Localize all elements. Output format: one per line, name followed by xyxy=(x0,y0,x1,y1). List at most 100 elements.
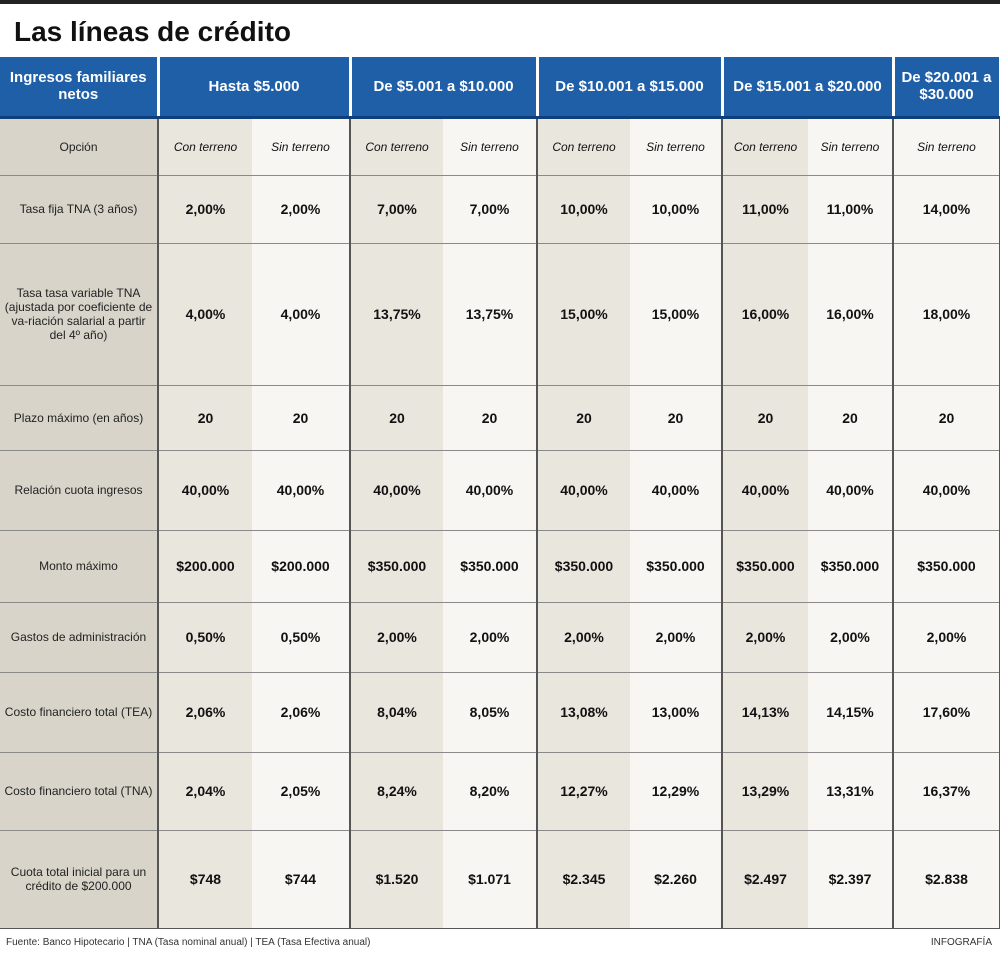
cell: 40,00% xyxy=(350,450,443,531)
cell: 17,60% xyxy=(893,672,1000,753)
header-cell: Hasta $5.000 xyxy=(158,57,352,119)
cell: 11,00% xyxy=(808,175,894,244)
cell: $748 xyxy=(158,830,252,929)
table-row: Gastos de administración 0,50% 0,50% 2,00% 2… xyxy=(0,602,1000,673)
cell: 16,00% xyxy=(808,243,894,386)
cell: $2.260 xyxy=(630,830,723,929)
cell: Sin terreno xyxy=(630,117,723,176)
cell: 10,00% xyxy=(630,175,723,244)
cell: 4,00% xyxy=(158,243,252,386)
cell: $1.520 xyxy=(350,830,443,929)
cell: 20 xyxy=(630,385,723,451)
row-label: Relación cuota ingresos xyxy=(0,450,159,531)
cell: 7,00% xyxy=(443,175,538,244)
table-row: Opción Con terreno Sin terreno Con terreno S… xyxy=(0,117,1000,176)
cell: Con terreno xyxy=(722,117,808,176)
cell: Sin terreno xyxy=(252,117,351,176)
cell: 2,00% xyxy=(722,602,808,673)
credit: INFOGRAFÍA xyxy=(930,937,992,948)
cell: $350.000 xyxy=(893,530,1000,603)
cell: $2.838 xyxy=(893,830,1000,929)
table-row: Relación cuota ingresos 40,00% 40,00% 40,00… xyxy=(0,450,1000,531)
footer: Fuente: Banco Hipotecario | TNA (Tasa no… xyxy=(0,928,1000,963)
cell: 15,00% xyxy=(630,243,723,386)
cell: Sin terreno xyxy=(808,117,894,176)
cell: 12,27% xyxy=(537,752,630,831)
header-row: Ingresos familiares netos Hasta $5.000 De … xyxy=(0,57,1000,119)
header-cell: Ingresos familiares netos xyxy=(0,57,160,119)
cell: 10,00% xyxy=(537,175,630,244)
header-cell: De $5.001 a $10.000 xyxy=(350,57,539,119)
cell: 20 xyxy=(893,385,1000,451)
cell: 8,24% xyxy=(350,752,443,831)
cell: 2,06% xyxy=(158,672,252,753)
cell: 2,04% xyxy=(158,752,252,831)
cell: 14,13% xyxy=(722,672,808,753)
cell: 40,00% xyxy=(158,450,252,531)
cell: 20 xyxy=(722,385,808,451)
cell: 2,00% xyxy=(350,602,443,673)
row-label: Opción xyxy=(0,117,159,176)
cell: 2,05% xyxy=(252,752,351,831)
cell: 8,05% xyxy=(443,672,538,753)
cell: 13,08% xyxy=(537,672,630,753)
cell: $1.071 xyxy=(443,830,538,929)
cell: 15,00% xyxy=(537,243,630,386)
cell: 18,00% xyxy=(893,243,1000,386)
cell: 16,00% xyxy=(722,243,808,386)
cell: 13,75% xyxy=(350,243,443,386)
cell: 40,00% xyxy=(808,450,894,531)
cell: Con terreno xyxy=(350,117,443,176)
cell: $350.000 xyxy=(722,530,808,603)
cell: Sin terreno xyxy=(443,117,538,176)
cell: Con terreno xyxy=(537,117,630,176)
row-label: Monto máximo xyxy=(0,530,159,603)
cell: 0,50% xyxy=(252,602,351,673)
cell: $2.497 xyxy=(722,830,808,929)
cell: 13,31% xyxy=(808,752,894,831)
cell: $350.000 xyxy=(630,530,723,603)
source-note: Fuente: Banco Hipotecario | TNA (Tasa no… xyxy=(6,937,371,948)
cell: $744 xyxy=(252,830,351,929)
cell: 20 xyxy=(252,385,351,451)
cell: 11,00% xyxy=(722,175,808,244)
cell: 40,00% xyxy=(630,450,723,531)
cell: $350.000 xyxy=(808,530,894,603)
row-label: Costo financiero total (TNA) xyxy=(0,752,159,831)
header-cell: De $10.001 a $15.000 xyxy=(537,57,724,119)
cell: 14,15% xyxy=(808,672,894,753)
cell: Con terreno xyxy=(158,117,252,176)
table-row: Costo financiero total (TEA) 2,06% 2,06% 8,… xyxy=(0,672,1000,753)
table-row: Cuota total inicial para un crédito de $… xyxy=(0,830,1000,929)
cell: 40,00% xyxy=(252,450,351,531)
cell: 2,00% xyxy=(443,602,538,673)
cell: 8,04% xyxy=(350,672,443,753)
cell: 2,00% xyxy=(537,602,630,673)
cell: 40,00% xyxy=(443,450,538,531)
cell: 40,00% xyxy=(537,450,630,531)
cell: $2.345 xyxy=(537,830,630,929)
header-cell: De $20.001 a $30.000 xyxy=(893,57,1000,119)
cell: $350.000 xyxy=(443,530,538,603)
table-row: Costo financiero total (TNA) 2,04% 2,05% 8,… xyxy=(0,752,1000,831)
cell: 2,00% xyxy=(630,602,723,673)
cell: 20 xyxy=(158,385,252,451)
table-row: Tasa fija TNA (3 años) 2,00% 2,00% 7,00% 7,0… xyxy=(0,175,1000,244)
table-row: Tasa tasa variable TNA (ajustada por coe… xyxy=(0,243,1000,386)
cell: 2,00% xyxy=(893,602,1000,673)
cell: 0,50% xyxy=(158,602,252,673)
cell: 20 xyxy=(443,385,538,451)
row-label: Gastos de administración xyxy=(0,602,159,673)
cell: 7,00% xyxy=(350,175,443,244)
cell: 2,00% xyxy=(252,175,351,244)
cell: Sin terreno xyxy=(893,117,1000,176)
title: Las líneas de crédito xyxy=(0,0,1000,52)
cell: $200.000 xyxy=(252,530,351,603)
cell: $2.397 xyxy=(808,830,894,929)
cell: 2,00% xyxy=(808,602,894,673)
cell: 2,06% xyxy=(252,672,351,753)
cell: 14,00% xyxy=(893,175,1000,244)
row-label: Plazo máximo (en años) xyxy=(0,385,159,451)
table-row: Monto máximo $200.000 $200.000 $350.000 $350… xyxy=(0,530,1000,603)
